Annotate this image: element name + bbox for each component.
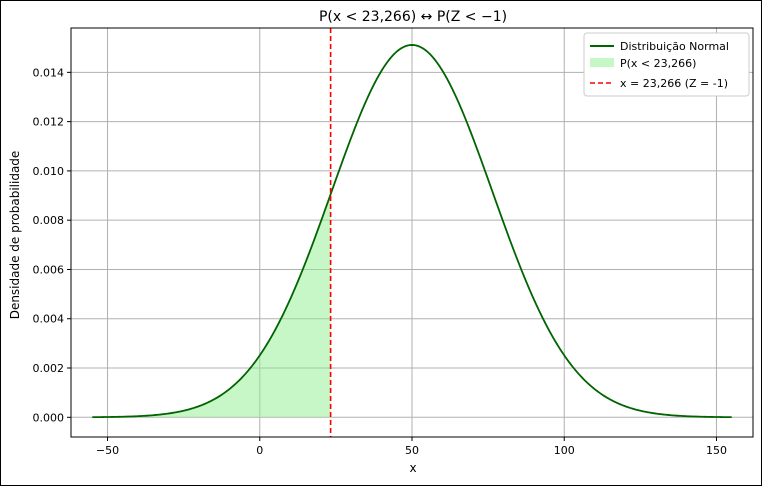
- x-tick-label: 150: [706, 444, 727, 457]
- legend-fill-swatch: [590, 58, 614, 67]
- x-tick-label: −50: [96, 444, 119, 457]
- y-tick-label: 0.010: [33, 165, 65, 178]
- x-axis-label: x: [409, 461, 416, 475]
- chart-title: P(x < 23,266) ↔ P(Z < −1): [319, 9, 507, 25]
- legend-label-normal: Distribuição Normal: [620, 40, 729, 53]
- y-tick-label: 0.008: [33, 214, 65, 227]
- y-tick-label: 0.012: [33, 116, 65, 129]
- x-axis-ticks: −50 0 50 100 150: [96, 437, 727, 457]
- x-tick-label: 50: [405, 444, 419, 457]
- y-tick-label: 0.004: [33, 313, 65, 326]
- x-tick-label: 100: [554, 444, 575, 457]
- normal-distribution-line: [92, 44, 732, 419]
- legend: Distribuição Normal P(x < 23,266) x = 23…: [583, 32, 750, 97]
- x-tick-label: 0: [256, 444, 263, 457]
- legend-box: [583, 32, 750, 97]
- y-tick-label: 0.000: [33, 411, 65, 424]
- y-tick-label: 0.006: [33, 263, 65, 276]
- legend-label-fill: P(x < 23,266): [620, 57, 696, 70]
- legend-label-threshold: x = 23,266 (Z = -1): [620, 77, 728, 90]
- y-tick-label: 0.014: [33, 66, 65, 79]
- probability-fill-area: [92, 194, 331, 418]
- y-axis-label: Densidade de probabilidade: [8, 151, 22, 320]
- y-tick-label: 0.002: [33, 362, 65, 375]
- y-axis-ticks: 0.000 0.002 0.004 0.006 0.008 0.010 0.012 0.014: [33, 66, 71, 424]
